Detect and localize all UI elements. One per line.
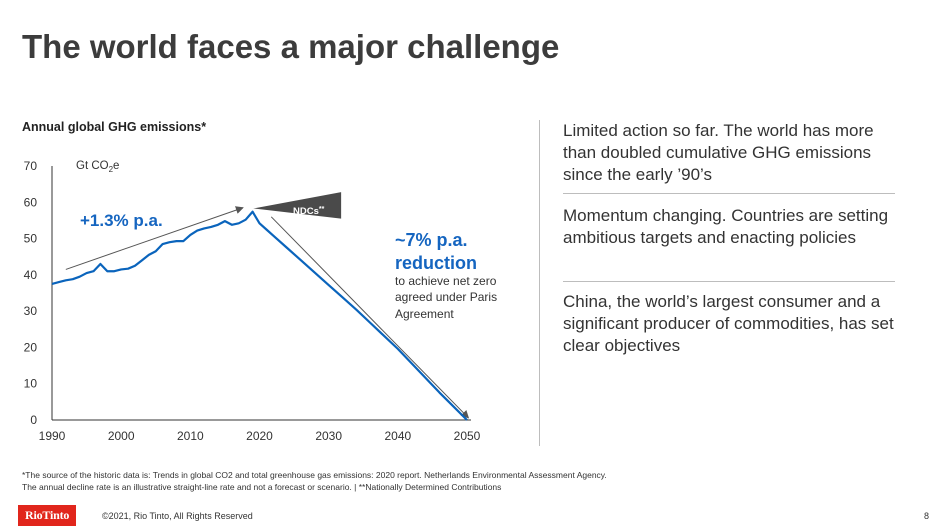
slide-title: The world faces a major challenge xyxy=(22,28,560,65)
reduction-label: reduction xyxy=(395,253,477,273)
column-divider xyxy=(539,120,540,446)
growth-rate-label: +1.3% p.a. xyxy=(80,211,163,230)
y-tick-label: 50 xyxy=(24,232,38,246)
chart-title: Annual global GHG emissions* xyxy=(22,120,207,134)
note-line-2: agreed under Paris xyxy=(395,290,497,304)
separator-2 xyxy=(563,281,895,282)
y-axis-unit-label: Gt CO2e xyxy=(76,160,119,174)
separator-1 xyxy=(563,193,895,194)
footnote-disclaimer: The annual decline rate is an illustrati… xyxy=(22,482,502,492)
growth-trend-arrow xyxy=(65,206,244,270)
y-tick-label: 10 xyxy=(24,377,38,391)
note-line-1: to achieve net zero xyxy=(395,274,497,288)
decline-trend-arrow xyxy=(270,216,470,419)
page-number: 8 xyxy=(923,511,929,521)
point-momentum: Momentum changing. Countries are setting… xyxy=(563,206,889,247)
y-tick-label: 70 xyxy=(24,159,38,173)
x-tick-label: 2030 xyxy=(315,429,342,443)
x-tick-label: 2020 xyxy=(246,429,273,443)
copyright: ©2021, Rio Tinto, All Rights Reserved xyxy=(102,511,253,521)
x-tick-label: 2010 xyxy=(177,429,204,443)
x-tick-label: 1990 xyxy=(39,429,66,443)
y-tick-label: 20 xyxy=(24,340,38,354)
footnote-source: *The source of the historic data is: Tre… xyxy=(22,470,607,480)
point-limited-action: Limited action so far. The world has mor… xyxy=(563,121,874,184)
x-tick-label: 2050 xyxy=(454,429,481,443)
y-tick-label: 60 xyxy=(24,195,38,209)
rio-tinto-logo: RioTinto xyxy=(18,505,77,526)
y-tick-label: 0 xyxy=(30,413,37,427)
x-tick-label: 2040 xyxy=(384,429,411,443)
x-tick-label: 2000 xyxy=(108,429,135,443)
note-line-3: Agreement xyxy=(395,307,454,321)
ndc-label: NDCs** xyxy=(293,206,325,217)
point-china: China, the world’s largest consumer and … xyxy=(563,292,894,355)
y-tick-label: 30 xyxy=(24,304,38,318)
reduction-rate-label: ~7% p.a. xyxy=(395,230,468,250)
y-tick-label: 40 xyxy=(24,268,38,282)
emissions-series-line xyxy=(51,210,468,421)
ndc-wedge xyxy=(253,192,342,219)
